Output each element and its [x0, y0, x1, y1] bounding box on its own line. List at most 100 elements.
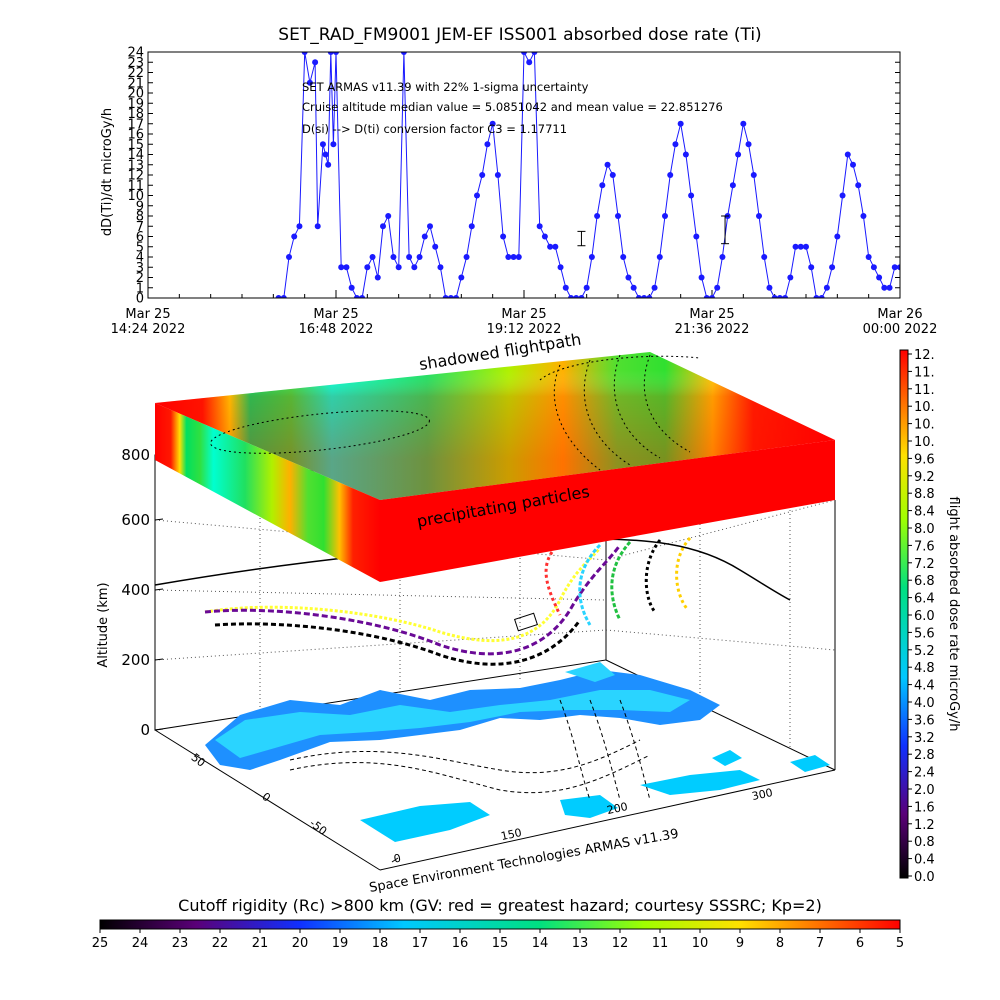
y-tick-label: 7 — [136, 220, 144, 235]
dose-colorbar-tick-label: 10. — [914, 400, 935, 415]
altitude-tick-label: 200 — [121, 651, 150, 669]
dose-colorbar-tick-label: 1.2 — [914, 818, 935, 833]
floor-y-tick-label: -50 — [307, 817, 329, 838]
x-tick-label: Mar 25 — [689, 307, 734, 322]
dose-colorbar-tick-label: 6.0 — [914, 609, 935, 624]
data-point — [646, 295, 653, 298]
dose-colorbar-tick-label: 1.6 — [914, 800, 935, 815]
data-point — [526, 59, 533, 66]
y-tick-label: 9 — [136, 199, 144, 214]
data-point — [719, 254, 726, 260]
data-point — [280, 295, 287, 298]
dose-colorbar: 0.0 0.4 0.8 1.2 1.6 2.0 2.4 2.8 3.2 3.6 4.0 4.4 4.8 5… — [899, 348, 961, 885]
data-point — [641, 295, 648, 298]
altitude-axis-label: Altitude (km) — [96, 582, 111, 667]
data-point — [374, 274, 381, 281]
track-e — [610, 541, 632, 621]
data-point — [568, 295, 574, 298]
data-point — [494, 172, 501, 178]
data-point — [599, 182, 606, 189]
dose-colorbar-ticks: 0.0 0.4 0.8 1.2 1.6 2.0 2.4 2.8 3.2 3.6 4.0 4.4 4.8 5… — [908, 348, 935, 885]
dose-colorbar-tick-label: 12. — [914, 348, 935, 363]
data-point — [427, 223, 433, 230]
flight-tracks — [204, 536, 692, 666]
data-point — [463, 254, 470, 260]
landmass-north — [565, 662, 615, 682]
rigidity-colorbar-tick-label: 7 — [816, 936, 824, 951]
annotation-cruise-altitude: Cruise altitude median value = 5.0851042… — [302, 100, 723, 114]
data-point — [291, 233, 298, 240]
data-point — [319, 141, 326, 148]
data-point — [510, 254, 517, 260]
annotation-uncertainty: SET ARMAS v11.39 with 22% 1-sigma uncert… — [302, 80, 589, 94]
data-point — [625, 274, 632, 281]
rigidity-colorbar-tick-label: 12 — [612, 936, 629, 951]
rigidity-colorbar-tick-label: 25 — [92, 936, 109, 951]
data-point — [359, 295, 366, 298]
data-point — [380, 223, 386, 230]
data-point — [330, 141, 337, 148]
floor-x-tick-label: 150 — [500, 826, 523, 843]
floor-y-tick-label: 50 — [189, 751, 208, 770]
data-point — [536, 223, 543, 230]
data-point — [296, 223, 303, 230]
dose-colorbar-tick-label: 5.6 — [914, 626, 935, 641]
dose-colorbar-tick-label: 11. — [914, 383, 935, 398]
data-point — [635, 295, 642, 298]
y-tick-label: 2 — [136, 271, 144, 286]
data-point — [343, 264, 350, 271]
rigidity-colorbar-ticks: 25 24 23 22 21 20 19 18 17 16 15 14 13 12 11 10 9 8 7 6 5 — [92, 929, 904, 951]
dose-colorbar-tick-label: 6.4 — [914, 592, 935, 607]
data-point — [521, 52, 527, 55]
y-tick-label: 13 — [127, 158, 144, 173]
data-point — [385, 213, 392, 219]
rigidity-colorbar-tick-label: 24 — [132, 936, 149, 951]
dose-colorbar-tick-label: 2.0 — [914, 783, 935, 798]
data-point — [505, 254, 512, 260]
dose-colorbar-tick-label: 4.4 — [914, 679, 935, 694]
dose-colorbar-tick-label: 3.2 — [914, 731, 935, 746]
rigidity-colorbar-tick-label: 9 — [736, 936, 744, 951]
rigidity-colorbar-tick-label: 18 — [372, 936, 389, 951]
dose-colorbar-tick-label: 8.4 — [914, 505, 935, 520]
data-point — [891, 264, 898, 271]
altitude-tick-label: 400 — [121, 581, 150, 599]
data-point — [322, 151, 329, 158]
altitude-tick-label: 800 — [121, 446, 150, 464]
data-point — [338, 264, 345, 271]
x-tick-label: Mar 25 — [501, 307, 546, 322]
y-tick-label: 15 — [127, 138, 144, 153]
y-tick-label: 0 — [136, 292, 144, 307]
landmass-africa — [360, 802, 490, 842]
y-tick-label: 24 — [127, 46, 144, 61]
data-point — [437, 264, 444, 271]
data-point — [583, 284, 590, 291]
dose-colorbar-label: flight absorbed dose rate microGy/h — [946, 497, 961, 732]
dose-colorbar-tick-label: 10. — [914, 418, 935, 433]
data-point — [667, 172, 674, 178]
timeseries-chart: SET_RAD_FM9001 JEM-EF ISS001 absorbed do… — [100, 25, 937, 337]
data-point — [771, 295, 778, 298]
floor-edge-front — [379, 769, 836, 871]
floor-x-tick-label: 0 — [392, 851, 402, 865]
rigidity-colorbar-tick-label: 11 — [652, 936, 669, 951]
data-point — [735, 151, 742, 158]
data-point — [808, 264, 815, 271]
y-tick-label: 11 — [127, 179, 144, 194]
dose-colorbar-tick-label: 9.2 — [914, 470, 935, 485]
data-point — [630, 284, 637, 291]
data-point — [688, 192, 695, 199]
data-point — [813, 295, 820, 298]
data-point — [756, 213, 762, 219]
data-point — [369, 254, 376, 260]
data-point — [573, 295, 580, 298]
y-tick-label: 5 — [136, 240, 144, 255]
landmass-west — [712, 750, 742, 766]
data-point — [834, 233, 841, 240]
rigidity-colorbar-tick-label: 22 — [212, 936, 229, 951]
data-point — [474, 192, 480, 199]
rigidity-colorbar-fill — [99, 919, 901, 930]
data-point — [897, 264, 900, 271]
data-point — [709, 295, 715, 298]
